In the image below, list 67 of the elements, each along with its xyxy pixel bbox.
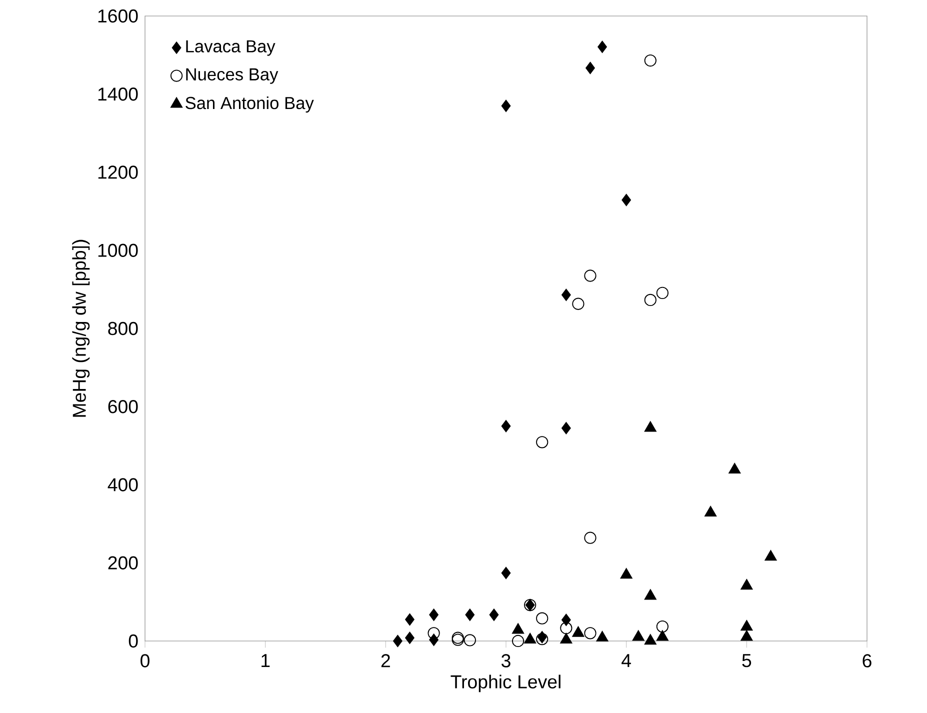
point: [764, 550, 777, 561]
point: [620, 568, 632, 579]
legend-label: San Antonio Bay: [186, 96, 314, 113]
point: [598, 40, 607, 53]
y-tick-label: 800: [108, 322, 138, 336]
y-tick-label: 0: [128, 634, 138, 648]
point: [572, 626, 584, 637]
y-tick-label: 400: [108, 478, 138, 492]
point: [536, 436, 548, 448]
point: [405, 632, 414, 644]
point: [632, 630, 644, 641]
y-tick-label: 600: [108, 400, 138, 414]
legend-label: Nueces Bay: [186, 68, 278, 84]
point: [704, 506, 717, 517]
point: [560, 632, 572, 644]
x-tick-label: 2: [381, 654, 390, 668]
point: [656, 286, 669, 300]
point: [740, 620, 753, 631]
legend-label: Lavaca Bay: [186, 40, 276, 56]
point: [524, 632, 536, 644]
point: [644, 294, 656, 306]
point: [489, 608, 499, 621]
x-tick-label: 0: [140, 654, 150, 668]
x-tick-label: 3: [502, 654, 510, 668]
point: [596, 630, 608, 642]
point: [644, 589, 656, 600]
point: [512, 634, 524, 648]
point: [728, 463, 741, 474]
point: [560, 622, 572, 634]
point: [644, 634, 656, 645]
point: [644, 421, 656, 432]
point: [428, 627, 440, 640]
point: [586, 62, 595, 74]
point: [464, 634, 476, 646]
point: [429, 608, 438, 621]
point: [584, 270, 596, 282]
point: [393, 634, 402, 648]
y-tick-label: 1200: [98, 166, 138, 179]
y-tick-label: 1000: [98, 244, 138, 257]
x-tick-label: 5: [742, 654, 752, 668]
point: [572, 298, 584, 310]
point: [501, 100, 511, 112]
y-tick-label: 200: [108, 556, 138, 570]
y-axis-title: MeHg (ng/g dw [ppb]): [72, 240, 90, 417]
point: [405, 613, 414, 626]
x-tick-label: 6: [862, 654, 872, 668]
point: [740, 630, 753, 641]
point: [562, 288, 571, 301]
point: [501, 420, 511, 432]
point: [584, 532, 596, 544]
x-axis-title: Trophic Level: [450, 674, 560, 692]
point: [512, 623, 524, 634]
point: [465, 608, 475, 621]
point: [740, 579, 753, 590]
point: [501, 566, 511, 580]
x-tick-label: 1: [262, 654, 270, 667]
point: [584, 627, 596, 640]
point: [656, 620, 669, 633]
point: [536, 612, 548, 624]
point: [622, 194, 632, 206]
point: [562, 614, 571, 626]
y-tick-label: 1600: [98, 9, 138, 23]
point: [656, 630, 668, 641]
point: [562, 422, 571, 434]
point: [644, 54, 656, 67]
x-tick-label: 4: [622, 654, 631, 667]
y-tick-label: 1400: [98, 87, 138, 101]
